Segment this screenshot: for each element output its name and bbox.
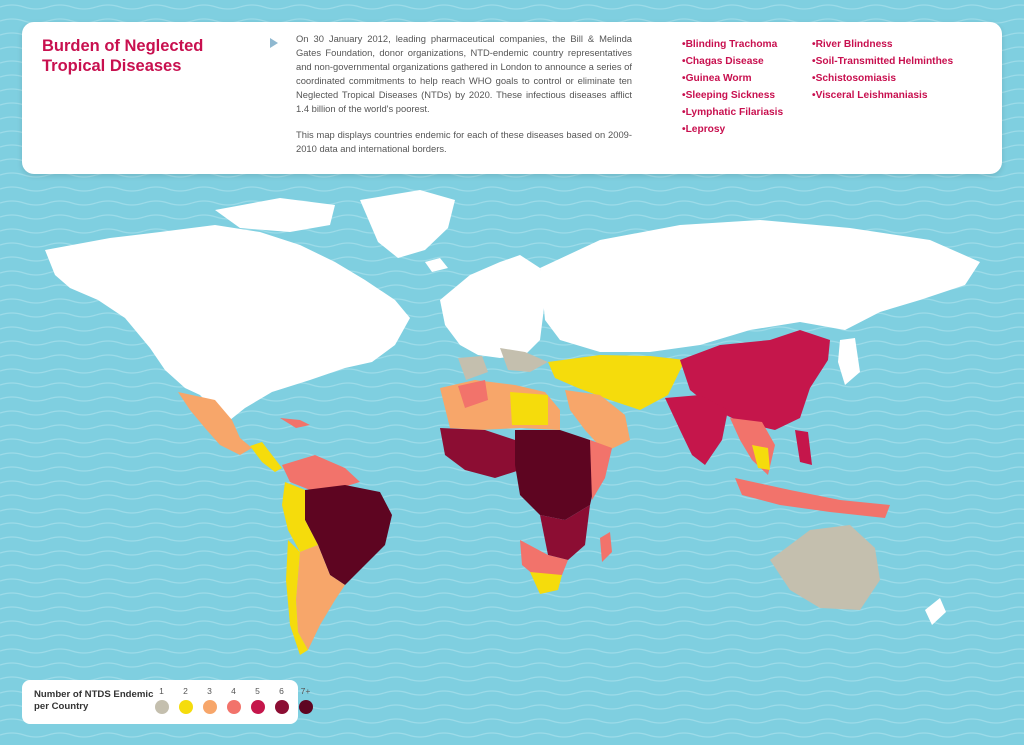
legend-item: 2 [176, 686, 195, 714]
header-card: Burden of Neglected Tropical Diseases On… [22, 22, 1002, 174]
legend-items: 1 2 3 4 5 6 7+ [152, 686, 320, 714]
region-caribbean[interactable] [280, 418, 310, 428]
legend-swatch [178, 700, 193, 714]
region-iceland[interactable] [425, 258, 448, 272]
region-new-zealand[interactable] [925, 598, 946, 625]
region-india[interactable] [665, 395, 728, 465]
legend-item: 3 [200, 686, 219, 714]
legend-label: 3 [207, 686, 212, 696]
region-southern-africa[interactable] [520, 540, 568, 580]
region-arabia[interactable] [565, 390, 630, 452]
world-map [45, 190, 980, 655]
region-brazil[interactable] [305, 485, 392, 585]
description-paragraph-1: On 30 January 2012, leading pharmaceutic… [296, 33, 632, 114]
disease-item: Visceral Leishmaniasis [812, 87, 953, 104]
region-australia[interactable] [770, 525, 880, 610]
region-morocco[interactable] [458, 380, 488, 408]
region-east-africa[interactable] [540, 505, 590, 560]
region-central-asia[interactable] [548, 355, 685, 410]
description: On 30 January 2012, leading pharmaceutic… [296, 32, 632, 168]
legend-swatch [226, 700, 241, 714]
legend-label: 4 [231, 686, 236, 696]
disease-item: Soil-Transmitted Helminthes [812, 53, 954, 70]
region-libya[interactable] [510, 392, 548, 425]
legend-swatch [202, 700, 217, 714]
legend-label: 6 [279, 686, 284, 696]
disease-item: Blinding Trachoma [682, 36, 783, 53]
legend-item: 6 [272, 686, 291, 714]
region-philippines[interactable] [795, 430, 812, 465]
region-indochina[interactable] [752, 445, 770, 470]
region-arctic-islands[interactable] [215, 198, 335, 232]
legend: Number of NTDS Endemic per Country 1 2 3… [22, 680, 313, 724]
legend-label: 2 [183, 686, 188, 696]
disease-item: Sleeping Sickness [682, 87, 783, 104]
legend-swatch [298, 700, 313, 714]
region-russia[interactable] [540, 220, 980, 352]
region-chile[interactable] [286, 540, 308, 655]
region-europe[interactable] [440, 255, 545, 358]
legend-swatch [274, 700, 289, 714]
legend-swatch [154, 700, 169, 714]
region-south-america-north[interactable] [282, 455, 360, 490]
page-title: Burden of Neglected Tropical Diseases [42, 37, 204, 75]
legend-item: 4 [224, 686, 243, 714]
region-south-africa[interactable] [530, 572, 562, 594]
region-north-america[interactable] [45, 225, 410, 420]
disease-item: Chagas Disease [682, 53, 783, 70]
disease-item: Lymphatic Filariasis [682, 104, 784, 121]
region-central-africa[interactable] [515, 430, 598, 520]
disease-item: Guinea Worm [682, 70, 783, 87]
legend-title: Number of NTDS Endemic per Country [34, 689, 154, 712]
region-madagascar[interactable] [600, 532, 612, 562]
region-horn-africa[interactable] [590, 440, 612, 500]
legend-label: 1 [159, 686, 164, 696]
legend-label: 7+ [300, 686, 311, 696]
arrow-icon [270, 38, 278, 48]
region-central-america[interactable] [250, 442, 282, 472]
legend-label: 5 [255, 686, 260, 696]
legend-item: 5 [248, 686, 267, 714]
disease-list-2: River Blindness Soil-Transmitted Helmint… [812, 36, 954, 104]
region-andes-north[interactable] [282, 482, 318, 552]
legend-item: 7+ [296, 686, 315, 714]
region-argentina[interactable] [296, 545, 345, 650]
region-greenland[interactable] [360, 190, 455, 258]
region-japan[interactable] [838, 338, 860, 385]
description-paragraph-2: This map displays countries endemic for … [296, 129, 632, 154]
region-iberia[interactable] [458, 356, 488, 380]
legend-swatch [250, 700, 265, 714]
legend-item: 1 [152, 686, 171, 714]
disease-item: River Blindness [812, 36, 953, 53]
region-indonesia[interactable] [735, 478, 890, 518]
region-mexico[interactable] [178, 392, 252, 455]
disease-list-1: Blinding Trachoma Chagas Disease Guinea … [682, 36, 784, 138]
disease-item: Schistosomiasis [812, 70, 953, 87]
region-west-africa[interactable] [440, 428, 520, 478]
disease-item: Leprosy [682, 121, 783, 138]
region-balkans[interactable] [500, 348, 548, 372]
